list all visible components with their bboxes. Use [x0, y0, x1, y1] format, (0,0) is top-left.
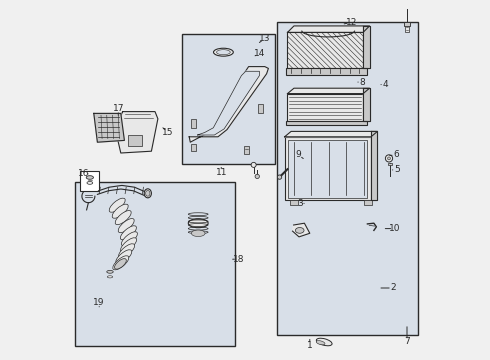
Text: 19: 19: [94, 298, 105, 307]
Bar: [288, 94, 363, 121]
Ellipse shape: [277, 175, 282, 179]
Bar: [277, 22, 418, 335]
Ellipse shape: [295, 228, 304, 233]
Ellipse shape: [113, 256, 129, 270]
Text: 14: 14: [254, 49, 265, 58]
Polygon shape: [285, 131, 377, 137]
Polygon shape: [116, 112, 158, 153]
Bar: [364, 200, 372, 205]
Bar: [191, 144, 196, 151]
Ellipse shape: [122, 232, 137, 246]
Ellipse shape: [87, 181, 93, 184]
Text: 5: 5: [394, 165, 400, 174]
Ellipse shape: [144, 189, 151, 198]
Ellipse shape: [118, 219, 134, 233]
Ellipse shape: [107, 276, 113, 278]
Bar: [75, 182, 235, 346]
Bar: [405, 26, 409, 32]
Ellipse shape: [192, 230, 205, 237]
Text: 17: 17: [113, 104, 124, 113]
Polygon shape: [363, 26, 369, 68]
Bar: [288, 32, 363, 68]
Ellipse shape: [116, 250, 132, 264]
Ellipse shape: [115, 211, 131, 225]
Ellipse shape: [115, 258, 126, 269]
Text: 18: 18: [233, 255, 245, 264]
Ellipse shape: [107, 270, 113, 273]
Ellipse shape: [146, 190, 150, 196]
Polygon shape: [288, 88, 369, 94]
Text: 7: 7: [404, 338, 410, 346]
Text: 15: 15: [162, 128, 174, 137]
Text: 11: 11: [216, 168, 227, 177]
Polygon shape: [189, 67, 269, 142]
Bar: [288, 32, 363, 68]
Bar: [388, 163, 392, 165]
Ellipse shape: [317, 338, 332, 346]
Text: 10: 10: [389, 224, 400, 233]
Text: 1: 1: [307, 341, 313, 350]
Circle shape: [388, 157, 391, 160]
Circle shape: [386, 155, 392, 162]
Polygon shape: [293, 223, 310, 237]
Bar: [191, 119, 196, 128]
Ellipse shape: [86, 176, 94, 179]
Bar: [286, 121, 367, 125]
Polygon shape: [288, 26, 369, 32]
Bar: [404, 22, 410, 26]
Bar: [286, 68, 367, 75]
Text: 6: 6: [393, 150, 399, 159]
Polygon shape: [94, 113, 124, 142]
Bar: [290, 200, 298, 205]
Circle shape: [255, 174, 259, 179]
Text: 8: 8: [360, 77, 365, 86]
Ellipse shape: [316, 341, 325, 345]
Ellipse shape: [109, 198, 125, 212]
Bar: [182, 34, 275, 164]
Ellipse shape: [188, 219, 208, 228]
Bar: [80, 171, 99, 191]
Bar: [288, 140, 368, 198]
Circle shape: [251, 162, 256, 167]
Bar: [245, 146, 249, 154]
Bar: [128, 135, 143, 146]
Text: 12: 12: [345, 18, 357, 27]
Polygon shape: [371, 131, 377, 200]
Polygon shape: [197, 71, 259, 135]
Text: 4: 4: [383, 80, 388, 89]
Ellipse shape: [121, 226, 136, 240]
Text: 9: 9: [295, 150, 301, 159]
Text: 16: 16: [78, 169, 90, 178]
Ellipse shape: [119, 244, 135, 258]
Ellipse shape: [214, 48, 233, 56]
Ellipse shape: [121, 238, 137, 252]
Polygon shape: [363, 88, 369, 121]
Text: 13: 13: [259, 34, 270, 43]
Ellipse shape: [112, 204, 128, 218]
Text: 2: 2: [391, 284, 396, 292]
Text: 3: 3: [297, 199, 303, 208]
Bar: [285, 137, 371, 200]
Ellipse shape: [217, 50, 230, 55]
Bar: [258, 104, 263, 113]
